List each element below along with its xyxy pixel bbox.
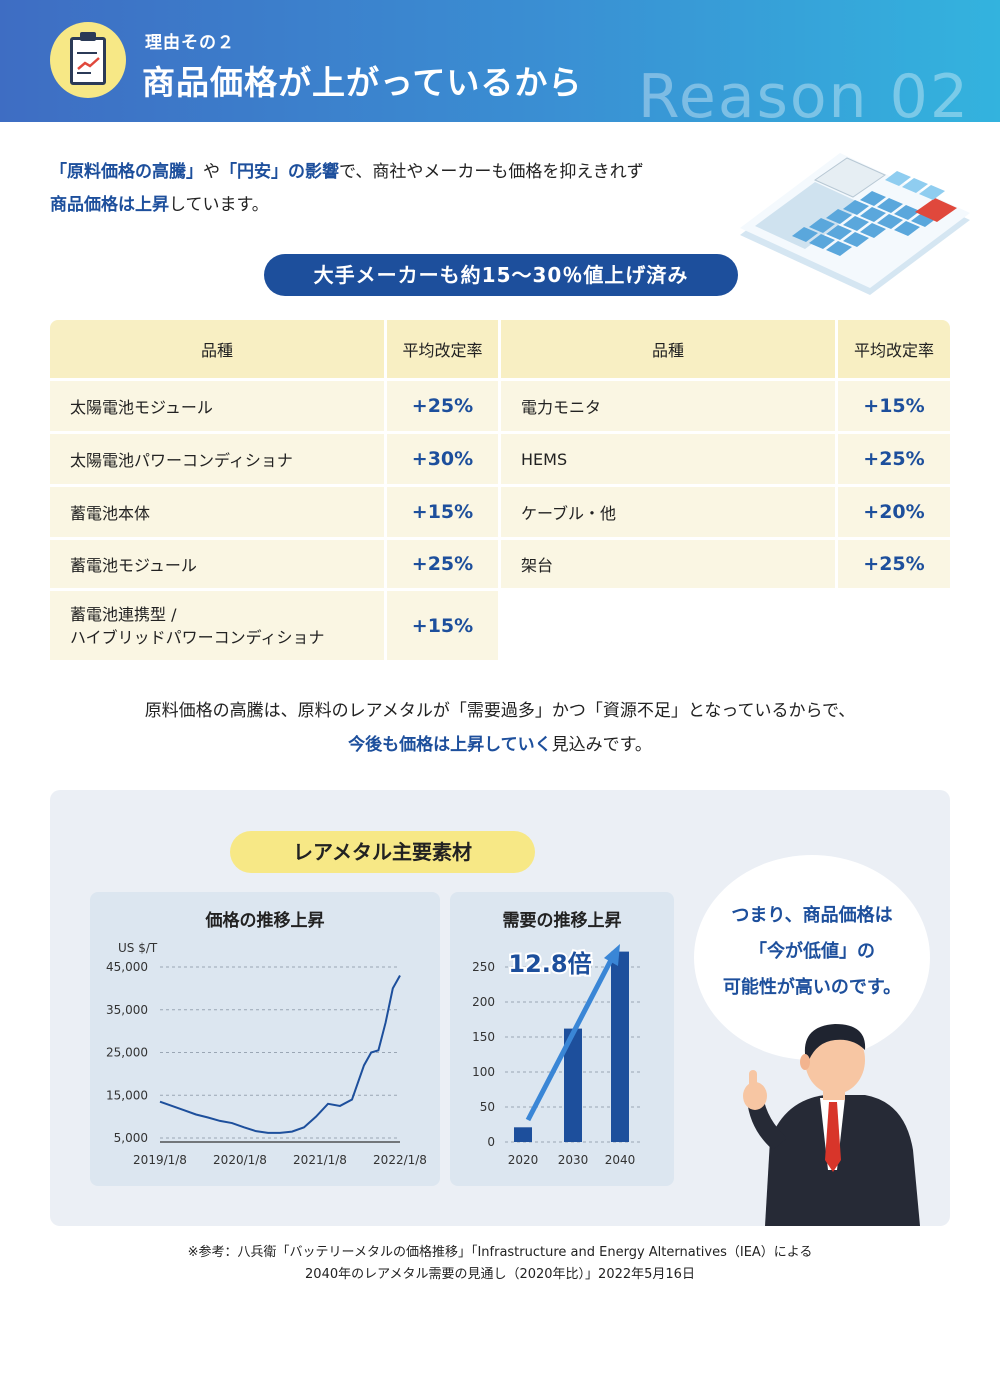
intro-plain: や — [203, 162, 220, 182]
y-tick-label: 100 — [472, 1065, 495, 1079]
trend-up-icon — [77, 57, 100, 70]
table-row-name-line: ハイブリッドパワーコンディショナ — [70, 627, 325, 647]
speech-line: 「今が低値」の — [749, 941, 875, 962]
y-tick-label: 45,000 — [106, 960, 148, 974]
y-tick-label: 150 — [472, 1030, 495, 1044]
growth-annotation: 12.8倍 — [508, 950, 591, 978]
y-tick-label: 15,000 — [106, 1088, 148, 1102]
demand-bar — [611, 951, 629, 1142]
price-line-chart: US $/T 45,000 35,000 25,000 15,000 5,000 2019/… — [106, 941, 427, 1167]
price-chart-title: 価格の推移上昇 — [205, 911, 325, 931]
speech-line: つまり、商品価格は — [731, 905, 893, 926]
intro-highlight: 商品価格は上昇 — [50, 195, 169, 215]
intro-text: 「原料価格の高騰」や「円安」の影響で、商社やメーカーも価格を抑えきれず 商品価格… — [50, 156, 730, 222]
growth-arrow-line — [525, 956, 615, 1122]
table-row-name: 蓄電池モジュール — [50, 540, 384, 588]
table-row-rate: +25% — [387, 381, 498, 431]
table-row-name: 太陽電池パワーコンディショナ — [50, 434, 384, 484]
businessman-icon — [743, 1024, 920, 1226]
intro-plain: しています。 — [169, 195, 269, 215]
demand-chart-card — [450, 892, 674, 1186]
header-banner: 理由その２ 商品価格が上がっているから Reason 02 — [0, 0, 1000, 122]
intro-highlight: 「円安」の影響 — [220, 162, 339, 182]
demand-chart-title: 需要の推移上昇 — [502, 911, 622, 931]
clipboard-line-icon — [77, 52, 97, 54]
calculator-icon — [740, 153, 970, 295]
demand-bar — [564, 1028, 582, 1142]
table-row-name: 太陽電池モジュール — [50, 381, 384, 431]
table-header-rate: 平均改定率 — [838, 320, 950, 378]
y-tick-label: 35,000 — [106, 1003, 148, 1017]
price-increase-pill: 大手メーカーも約15～30％値上げ済み — [264, 254, 738, 296]
explanation-plain: 見込みです。 — [551, 735, 652, 755]
y-tick-label: 200 — [472, 995, 495, 1009]
rare-metal-pill: レアメタル主要素材 — [230, 831, 535, 873]
demand-bar — [514, 1127, 532, 1142]
table-header-rate: 平均改定率 — [387, 320, 498, 378]
header-subtitle: 理由その２ — [145, 33, 235, 53]
price-series-line — [159, 975, 401, 1134]
footnote: ※参考：八兵衛「バッテリーメタルの価格推移」「Infrastructure an… — [50, 1242, 950, 1286]
table-row-rate: +15% — [838, 381, 950, 431]
table-row-rate: +25% — [387, 540, 498, 588]
y-axis-label: US $/T — [118, 941, 158, 955]
speech-line: 可能性が高いのです。 — [722, 977, 902, 998]
demand-bar-chart: 250 200 150 100 50 0 2020 2030 2040 12.8倍 — [472, 944, 640, 1167]
y-tick-label: 5,000 — [114, 1131, 148, 1145]
table-row-rate: +15% — [387, 487, 498, 537]
table-row-name: 蓄電池連携型 / ハイブリッドパワーコンディショナ — [50, 591, 384, 660]
clipboard-clip-icon — [80, 32, 96, 41]
speech-bubble — [694, 855, 930, 1060]
table-header-item: 品種 — [50, 320, 384, 378]
table-row-name: 架台 — [501, 540, 835, 588]
header-reason-label: Reason 02 — [637, 62, 970, 122]
table-row-rate: +25% — [838, 434, 950, 484]
growth-arrow-head — [604, 944, 620, 966]
x-tick-label: 2022/1/8 — [373, 1153, 427, 1167]
table-row-name: HEMS — [501, 434, 835, 484]
intro-highlight: 「原料価格の高騰」 — [50, 162, 203, 182]
table-header-item: 品種 — [501, 320, 835, 378]
table-row-rate: +25% — [838, 540, 950, 588]
x-tick-label: 2021/1/8 — [293, 1153, 347, 1167]
header-title: 商品価格が上がっているから — [142, 63, 583, 102]
y-tick-label: 250 — [472, 960, 495, 974]
x-tick-label: 2020/1/8 — [213, 1153, 267, 1167]
table-row-name: ケーブル・他 — [501, 487, 835, 537]
explanation-text: 原料価格の高騰は、原料のレアメタルが「需要過多」かつ「資源不足」となっているから… — [50, 694, 950, 762]
y-tick-label: 0 — [487, 1135, 495, 1149]
explanation-highlight: 今後も価格は上昇していく — [348, 735, 552, 755]
y-tick-label: 50 — [480, 1100, 495, 1114]
speech-text: つまり、商品価格は 「今が低値」の 可能性が高いのです。 — [700, 898, 924, 1006]
footnote-line: ※参考：八兵衛「バッテリーメタルの価格推移」「Infrastructure an… — [187, 1245, 813, 1260]
x-tick-label: 2020 — [508, 1153, 539, 1167]
table-row-rate: +20% — [838, 487, 950, 537]
table-row-name: 電力モニタ — [501, 381, 835, 431]
table-row-rate: +15% — [387, 591, 498, 660]
table-row-rate: +30% — [387, 434, 498, 484]
explanation-line: 原料価格の高騰は、原料のレアメタルが「需要過多」かつ「資源不足」となっているから… — [144, 701, 856, 721]
y-tick-label: 25,000 — [106, 1046, 148, 1060]
table-row-name: 蓄電池本体 — [50, 487, 384, 537]
footnote-line: 2040年のレアメタル需要の見通し（2020年比）」2022年5月16日 — [305, 1267, 695, 1282]
x-tick-label: 2030 — [558, 1153, 589, 1167]
intro-plain: で、商社やメーカーも価格を抑えきれず — [339, 162, 644, 182]
clipboard-line-icon — [77, 72, 91, 74]
table-row-name-line: 蓄電池連携型 / — [70, 604, 177, 624]
x-tick-label: 2019/1/8 — [133, 1153, 187, 1167]
x-tick-label: 2040 — [605, 1153, 636, 1167]
